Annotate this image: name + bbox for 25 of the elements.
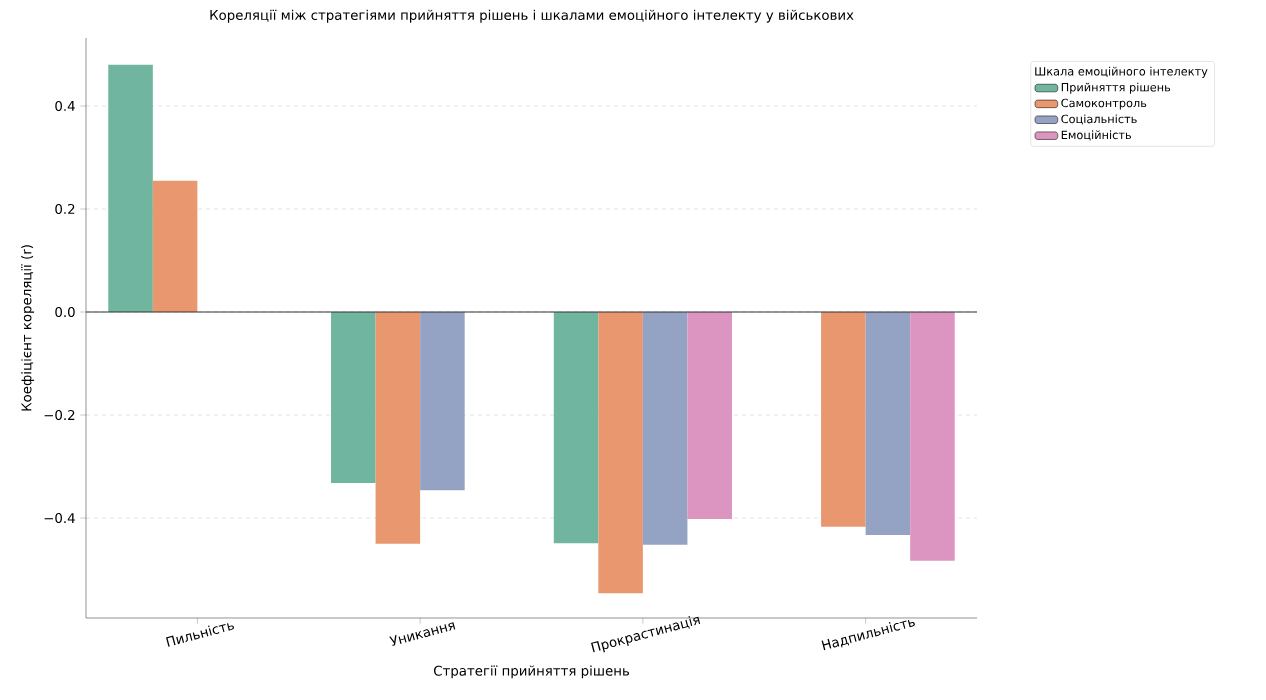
chart-title: Кореляції між стратегіями прийняття рішень і шкалами емоційного інтелекту у військових xyxy=(210,9,854,23)
bar xyxy=(865,312,911,536)
legend-label: Соціальність xyxy=(1061,114,1137,125)
y-tick-label: 0.4 xyxy=(55,100,75,112)
legend-title: Шкала емоційного інтелекту xyxy=(1035,66,1208,78)
bar xyxy=(821,312,866,527)
bar xyxy=(553,312,599,544)
y-tick-label: −0.4 xyxy=(44,513,75,524)
x-axis-title: Стратегії прийняття рішень xyxy=(434,665,630,679)
y-tick-label: −0.2 xyxy=(44,409,75,421)
bar xyxy=(331,312,376,484)
y-tick-label: 0.2 xyxy=(55,203,75,215)
legend-label: Прийняття рішень xyxy=(1061,82,1171,94)
y-tick-label: 0.0 xyxy=(55,306,75,318)
bar xyxy=(152,180,198,313)
bar xyxy=(598,312,643,594)
legend-label: Емоційність xyxy=(1061,130,1131,141)
legend-label: Самоконтроль xyxy=(1061,98,1147,110)
bar xyxy=(910,312,955,561)
bar xyxy=(108,64,153,313)
y-axis-title: Коефіцієнт кореляції (r) xyxy=(21,245,35,411)
bar xyxy=(375,312,421,544)
bar xyxy=(642,312,688,545)
bar xyxy=(687,312,732,520)
bar xyxy=(420,312,465,491)
